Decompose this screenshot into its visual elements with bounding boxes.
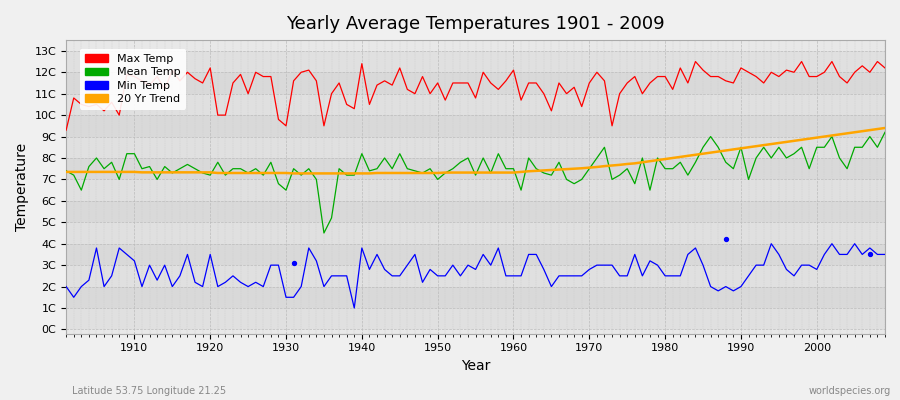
Title: Yearly Average Temperatures 1901 - 2009: Yearly Average Temperatures 1901 - 2009	[286, 15, 665, 33]
Bar	[67, 158, 885, 180]
Point	[286, 260, 301, 266]
Legend: Max Temp, Mean Temp, Min Temp, 20 Yr Trend: Max Temp, Mean Temp, Min Temp, 20 Yr Tre…	[80, 49, 185, 110]
Text: Latitude 53.75 Longitude 21.25: Latitude 53.75 Longitude 21.25	[72, 386, 226, 396]
Bar	[67, 201, 885, 222]
Point	[718, 236, 733, 243]
Text: worldspecies.org: worldspecies.org	[809, 386, 891, 396]
Bar	[67, 222, 885, 244]
Bar	[67, 265, 885, 286]
Y-axis label: Temperature: Temperature	[15, 143, 29, 231]
Bar	[67, 115, 885, 136]
Bar	[67, 244, 885, 265]
Bar	[67, 72, 885, 94]
Bar	[67, 136, 885, 158]
Bar	[67, 51, 885, 72]
Point	[862, 251, 877, 258]
Bar	[67, 180, 885, 201]
X-axis label: Year: Year	[461, 359, 491, 373]
Bar	[67, 94, 885, 115]
Bar	[67, 286, 885, 308]
Bar	[67, 308, 885, 330]
